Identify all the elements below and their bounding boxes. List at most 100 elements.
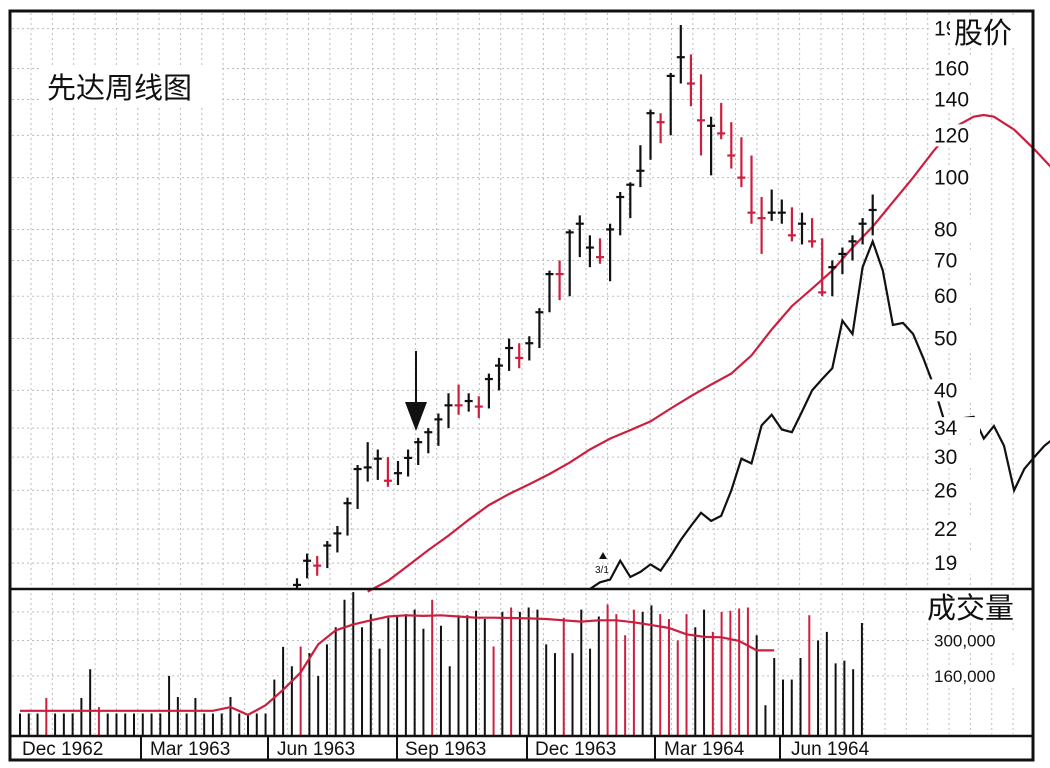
price-bar (535, 308, 544, 349)
price-bar (777, 199, 786, 224)
buy-point-arrow-icon (405, 351, 427, 431)
split-marker-icon (599, 552, 607, 559)
price-bar (515, 343, 524, 369)
title-backdrop (40, 66, 222, 108)
price-tick-label: 80 (934, 218, 957, 241)
volume-tick-backdrop (930, 665, 1020, 686)
price-tick-label: 120 (934, 124, 969, 147)
moving-average-line (367, 113, 1050, 593)
price-tick-backdrop (930, 285, 980, 308)
split-annotation: 3/1 (595, 565, 609, 576)
price-bar (787, 207, 796, 242)
price-bar (404, 449, 413, 477)
volume-average-line (20, 614, 775, 717)
price-bar (808, 218, 817, 248)
price-tick-label: 34 (934, 417, 958, 440)
price-tick-label: 70 (934, 249, 957, 272)
split-marker: 3/1 (595, 552, 609, 576)
price-bar (767, 189, 776, 221)
price-bar (798, 212, 806, 245)
price-tick-label: 50 (934, 328, 957, 351)
outer-border (8, 9, 1035, 762)
chart-frame (8, 9, 1035, 762)
date-tick-label: Dec 1962 (22, 739, 103, 760)
price-bar (676, 25, 685, 84)
price-tick-label: 19 (934, 552, 957, 575)
price-tick-backdrop (930, 479, 980, 502)
price-bar (525, 336, 534, 361)
price-bar (868, 194, 877, 236)
price-bar (303, 553, 312, 579)
price-bar (747, 155, 756, 224)
price-bar (474, 396, 483, 419)
price-tick-label: 40 (934, 379, 957, 402)
price-tick-backdrop (930, 57, 980, 80)
price-bar (484, 373, 493, 409)
price-tick-label: 22 (934, 518, 957, 541)
price-tick-backdrop (930, 446, 980, 469)
price-bar (838, 247, 847, 275)
price-bar (394, 461, 402, 486)
price-bar (464, 393, 473, 412)
price-label-backdrop (950, 16, 1028, 48)
price-bar (707, 116, 716, 176)
price-bar (333, 526, 342, 553)
price-bar (626, 182, 635, 219)
relative-strength-line (589, 238, 1050, 590)
price-bar (313, 555, 322, 576)
price-tick-label: 100 (934, 167, 969, 190)
price-bar (424, 428, 433, 454)
price-bar (545, 270, 554, 313)
price-bar (434, 413, 443, 446)
price-tick-label: 140 (934, 89, 969, 112)
price-bar (727, 122, 736, 169)
volume-tick-label: 160,000 (934, 667, 995, 686)
price-tick-label: 26 (934, 479, 957, 502)
price-bar (757, 197, 766, 254)
price-bar (717, 102, 726, 140)
volume-tick-backdrop (930, 630, 1020, 651)
price-bar (373, 449, 382, 480)
price-tick-backdrop (930, 166, 980, 189)
price-bar (454, 384, 463, 415)
chart-title: 先达周线图 (47, 72, 192, 105)
price-bar (697, 74, 705, 156)
price-axis-label: 股价 (954, 18, 1012, 50)
price-bar (848, 235, 857, 261)
price-bars-layer (293, 25, 877, 588)
price-bar (737, 137, 746, 188)
price-bar (616, 192, 625, 236)
price-axis: 19016014012010080706050403430262219 (930, 18, 980, 575)
price-bar (818, 238, 827, 297)
volume-tick-label: 300,000 (934, 632, 995, 651)
price-bar (858, 218, 867, 245)
price-bar (656, 113, 665, 144)
volume-bars-layer (19, 592, 863, 735)
price-tick-label: 160 (934, 58, 969, 81)
price-bar (828, 260, 837, 297)
price-bar (323, 541, 332, 569)
price-bar (686, 54, 695, 107)
price-tick-backdrop (930, 327, 980, 350)
price-bar (353, 465, 362, 509)
price-bar (575, 215, 584, 258)
price-bar (596, 238, 604, 264)
moving-average-layer (367, 113, 1050, 593)
price-bar (646, 109, 655, 160)
price-tick-backdrop (930, 417, 980, 440)
volume-axis-label: 成交量 (927, 592, 1014, 625)
price-tick-backdrop (930, 379, 980, 402)
price-tick-backdrop (930, 518, 980, 541)
price-tick-backdrop (930, 249, 980, 272)
price-bar (383, 457, 392, 487)
date-tick-label: Jun 1964 (791, 739, 870, 760)
date-tick-label: Sep 1963 (405, 739, 486, 760)
price-bar (495, 357, 503, 391)
price-bar (666, 72, 675, 136)
date-axis: Dec 1962 Mar 1963 Jun 1963 Sep 1963 Dec 1963… (22, 736, 870, 760)
volume-average-layer (20, 614, 775, 717)
price-bar (606, 223, 615, 282)
price-tick-backdrop (930, 218, 980, 241)
